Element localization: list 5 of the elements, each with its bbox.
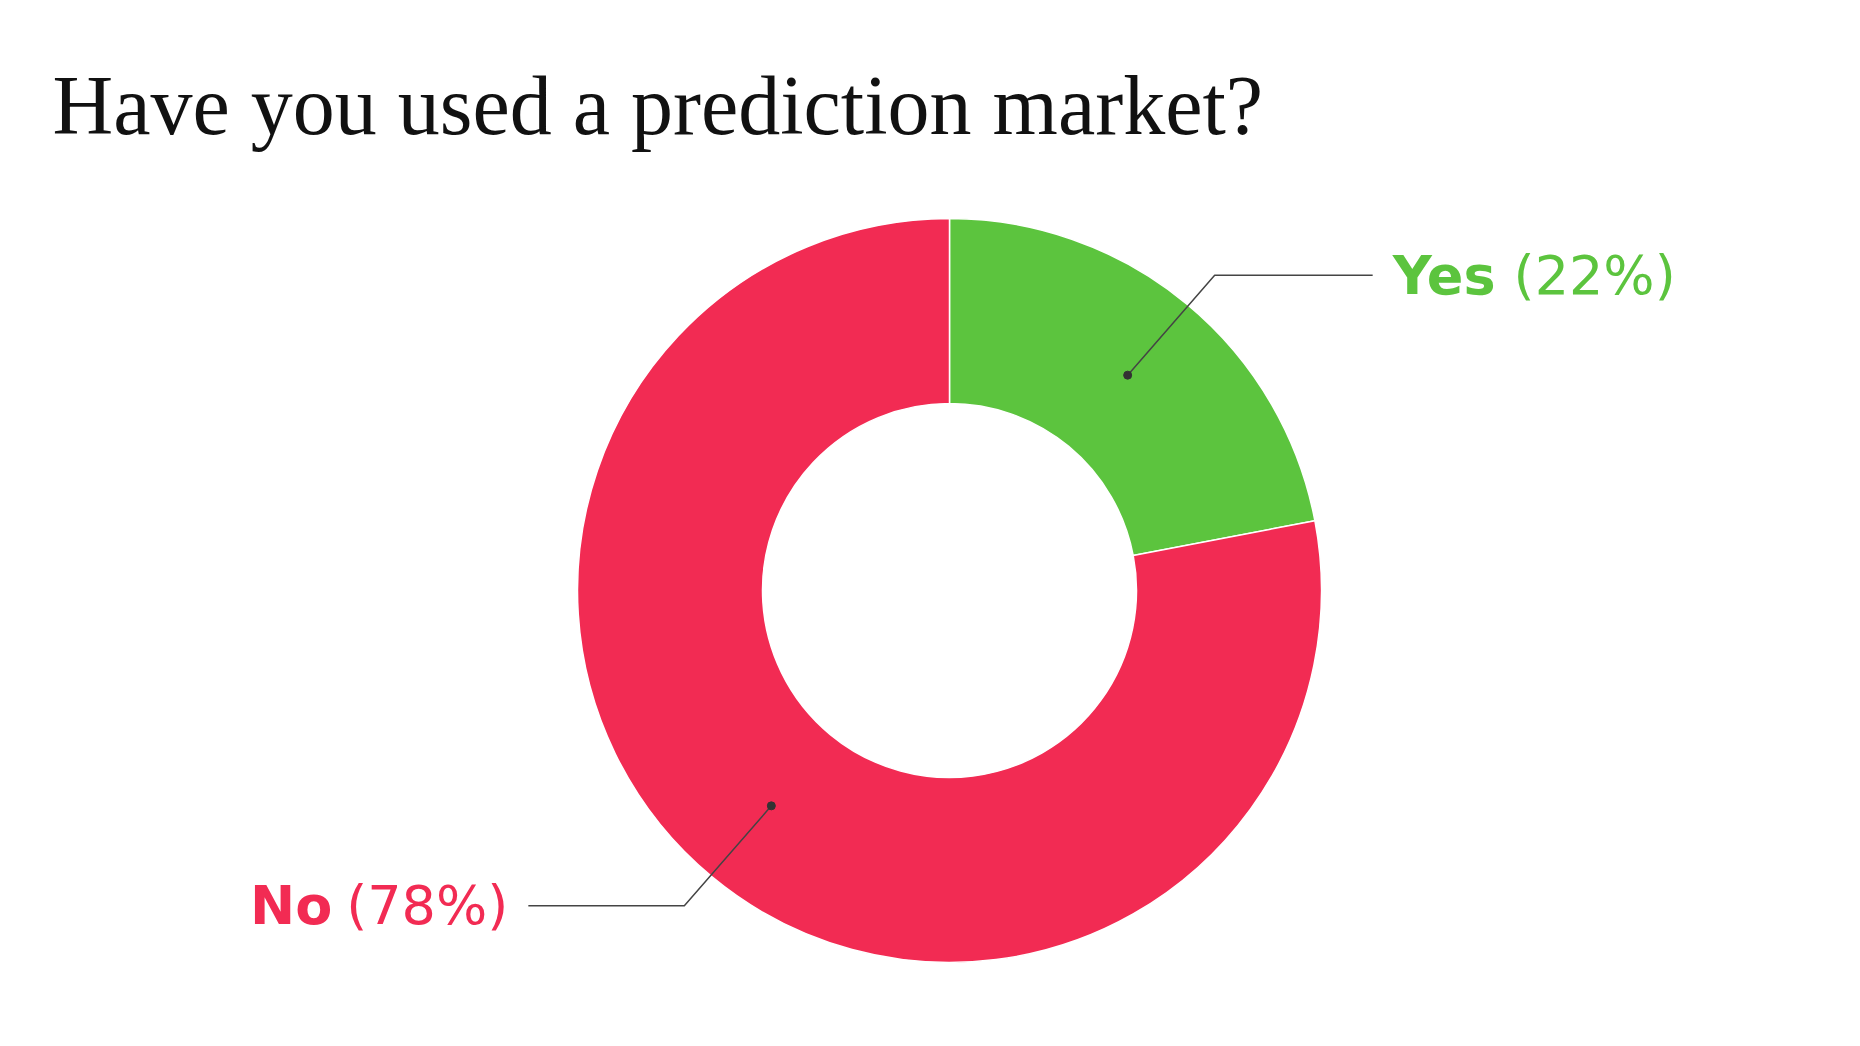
data-label: (78%)	[346, 874, 509, 938]
slice-label: No	[250, 874, 333, 938]
chart-title: Have you used a prediction market?	[52, 59, 1264, 152]
slice-label: Yes	[1391, 243, 1496, 307]
data-label: (22%)	[1513, 243, 1676, 307]
